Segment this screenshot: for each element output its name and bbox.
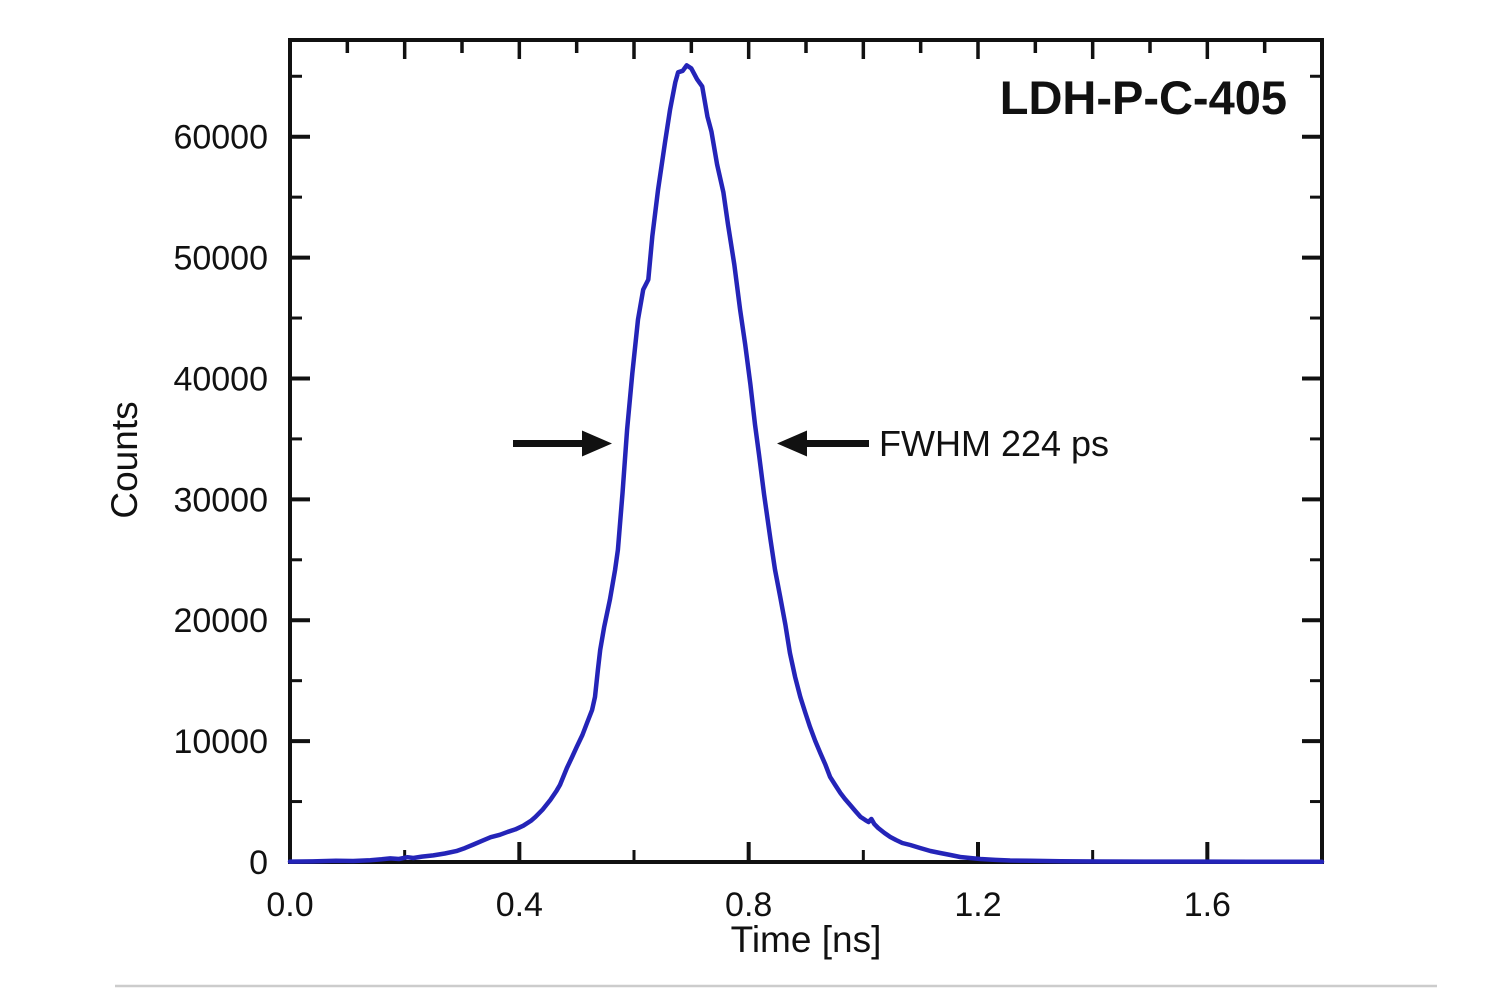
y-axis-tick-label: 60000 (173, 119, 268, 157)
fwhm-right-arrowhead-icon (777, 430, 807, 457)
y-axis-tick-label: 0 (249, 844, 268, 882)
x-axis-title: Time [ns] (731, 919, 882, 960)
x-axis-tick-label: 0.0 (266, 886, 313, 924)
fwhm-left-arrowhead-icon (582, 430, 612, 457)
x-axis-tick-label: 1.2 (954, 886, 1001, 924)
pulse-curve (287, 63, 1325, 865)
x-axis-tick-label: 0.8 (725, 886, 772, 924)
y-axis-tick-label: 50000 (173, 240, 268, 278)
y-axis-tick-label: 30000 (173, 481, 268, 519)
y-axis-tick-label: 20000 (173, 602, 268, 640)
x-axis-tick-label: 0.4 (496, 886, 543, 924)
y-axis-title: Counts (104, 401, 145, 518)
axis-ticks-layer: 0.0 0.4 0.8 1.2 1.6 0 10000 20000 30000 40000 5000… (173, 40, 1322, 924)
y-axis-tick-label: 10000 (173, 723, 268, 761)
fwhm-annotation-label: FWHM 224 ps (879, 423, 1109, 464)
x-axis-tick-label: 1.6 (1184, 886, 1231, 924)
curve-layer (287, 63, 1325, 865)
y-axis-tick-label: 40000 (173, 360, 268, 398)
device-model-label: LDH-P-C-405 (1000, 71, 1287, 124)
plot-frame (288, 38, 1324, 864)
fwhm-annotation-layer (513, 430, 869, 457)
